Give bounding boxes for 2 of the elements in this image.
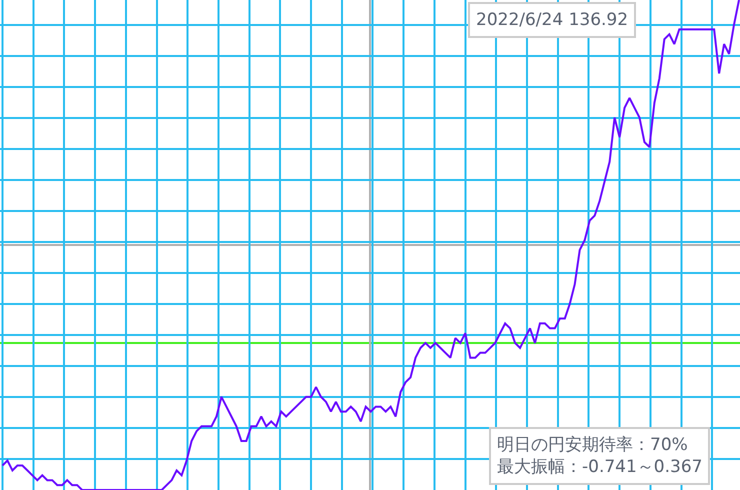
annotation: 明日の円安期待率：70% 最大振幅：-0.741～0.367	[497, 435, 702, 478]
annotation: 2022/6/24 136.92	[476, 10, 628, 30]
